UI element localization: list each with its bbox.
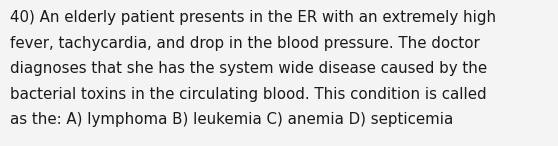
Text: 40) An elderly patient presents in the ER with an extremely high: 40) An elderly patient presents in the E…: [10, 10, 496, 25]
Text: diagnoses that she has the system wide disease caused by the: diagnoses that she has the system wide d…: [10, 61, 487, 76]
Text: fever, tachycardia, and drop in the blood pressure. The doctor: fever, tachycardia, and drop in the bloo…: [10, 36, 480, 51]
Text: bacterial toxins in the circulating blood. This condition is called: bacterial toxins in the circulating bloo…: [10, 87, 487, 102]
Text: as the: A) lymphoma B) leukemia C) anemia D) septicemia: as the: A) lymphoma B) leukemia C) anemi…: [10, 112, 453, 127]
